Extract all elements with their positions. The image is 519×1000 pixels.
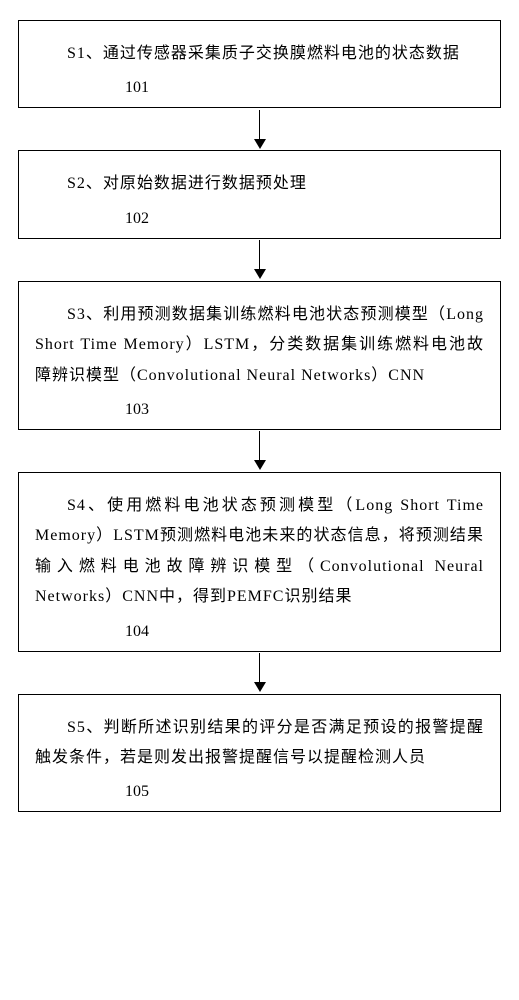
arrow-down-icon [254, 430, 266, 472]
arrow-head [254, 460, 266, 470]
arrow-head [254, 682, 266, 692]
flow-step-text: S4、使用燃料电池状态预测模型（Long Short Time Memory）L… [35, 491, 484, 613]
flow-step-text: S5、判断所述识别结果的评分是否满足预设的报警提醒触发条件，若是则发出报警提醒信… [35, 713, 484, 774]
flowchart-container: S1、通过传感器采集质子交换膜燃料电池的状态数据 101 S2、对原始数据进行数… [18, 20, 501, 812]
arrow-shaft [259, 110, 260, 140]
arrow-head [254, 139, 266, 149]
flow-step-id: 104 [35, 623, 484, 641]
flow-step-id: 102 [35, 210, 484, 228]
arrow-head [254, 269, 266, 279]
flow-step-id: 105 [35, 783, 484, 801]
arrow-shaft [259, 240, 260, 270]
flow-step-id: 101 [35, 79, 484, 97]
flow-step-s3: S3、利用预测数据集训练燃料电池状态预测模型（Long Short Time M… [18, 281, 501, 430]
arrow-shaft [259, 431, 260, 461]
flow-step-id: 103 [35, 401, 484, 419]
flow-step-text: S3、利用预测数据集训练燃料电池状态预测模型（Long Short Time M… [35, 300, 484, 391]
arrow-down-icon [254, 108, 266, 150]
arrow-shaft [259, 653, 260, 683]
flow-step-s5: S5、判断所述识别结果的评分是否满足预设的报警提醒触发条件，若是则发出报警提醒信… [18, 694, 501, 813]
flow-step-s1: S1、通过传感器采集质子交换膜燃料电池的状态数据 101 [18, 20, 501, 108]
arrow-down-icon [254, 652, 266, 694]
arrow-down-icon [254, 239, 266, 281]
flow-step-s2: S2、对原始数据进行数据预处理 102 [18, 150, 501, 238]
flow-step-text: S1、通过传感器采集质子交换膜燃料电池的状态数据 [35, 39, 484, 69]
flow-step-s4: S4、使用燃料电池状态预测模型（Long Short Time Memory）L… [18, 472, 501, 652]
flow-step-text: S2、对原始数据进行数据预处理 [35, 169, 484, 199]
